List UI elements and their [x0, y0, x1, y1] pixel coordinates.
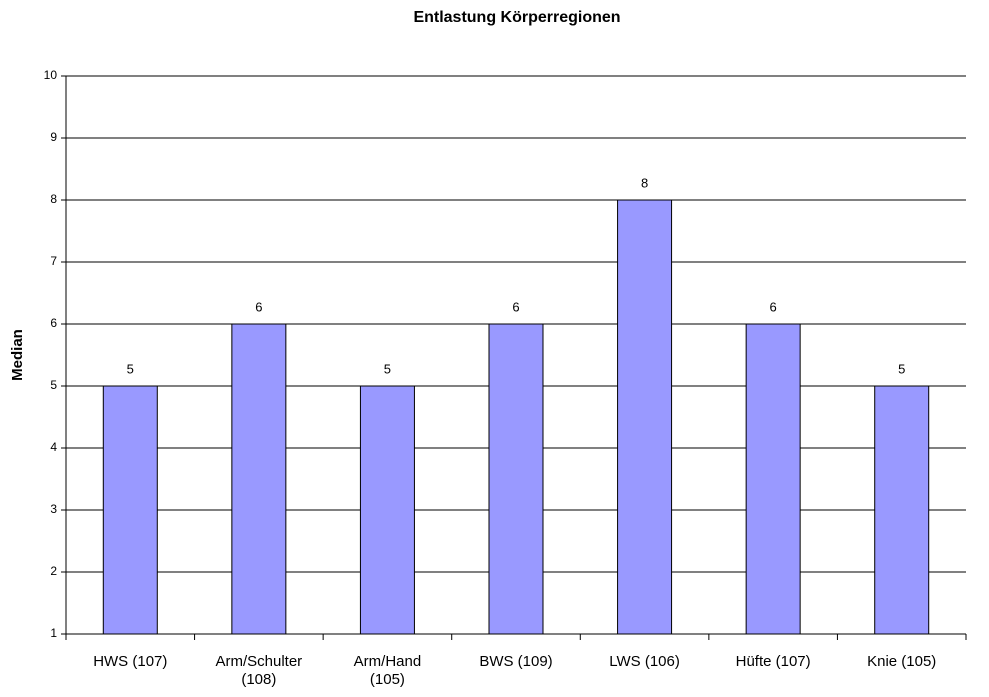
data-label: 5 [384, 361, 391, 376]
y-tick-label: 8 [50, 192, 57, 206]
y-tick-label: 10 [44, 68, 58, 82]
y-tick-label: 9 [50, 130, 57, 144]
bar [488, 323, 544, 635]
bar [102, 385, 158, 635]
x-tick-label: LWS (106) [609, 653, 680, 670]
x-tick-label: HWS (107) [93, 653, 168, 670]
x-tick-label: Arm/Schulter (108) [215, 653, 303, 688]
x-tick-label: Hüfte (107) [735, 653, 811, 670]
bar [874, 385, 930, 635]
y-tick-label: 3 [50, 502, 57, 516]
y-tick-label: 1 [50, 626, 57, 640]
y-tick-label: 5 [50, 378, 57, 392]
data-label: 8 [641, 175, 648, 190]
data-label: 6 [770, 299, 777, 314]
bar [359, 385, 415, 635]
bar [231, 323, 287, 635]
chart-title: Entlastung Körperregionen [413, 9, 620, 26]
x-tick-label: BWS (109) [479, 653, 553, 670]
data-label: 6 [255, 299, 262, 314]
y-axis-label: Median [9, 329, 26, 381]
x-tick-label: Arm/Hand (105) [353, 653, 422, 688]
y-tick-label: 7 [50, 254, 57, 268]
x-tick-label: Knie (105) [867, 653, 937, 670]
bar [617, 199, 673, 635]
y-tick-label: 2 [50, 564, 57, 578]
bar [745, 323, 801, 635]
data-label: 5 [898, 361, 905, 376]
y-tick-label: 6 [50, 316, 57, 330]
y-tick-label: 4 [50, 440, 57, 454]
data-label: 6 [512, 299, 519, 314]
data-label: 5 [127, 361, 134, 376]
